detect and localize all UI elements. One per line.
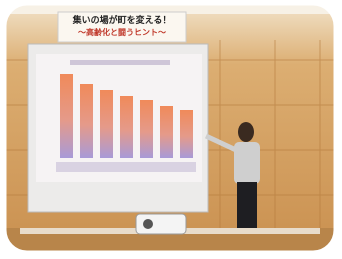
scene: 集いの場が町を変える！ ～高齢化と闘うヒント～ [0,0,342,259]
page: 集いの場が町を変える！ ～高齢化と闘うヒント～ (() => { con [0,0,342,259]
projector-lens [143,219,153,229]
photo: 集いの場が町を変える！ ～高齢化と闘うヒント～ [0,0,342,259]
slide-axis-labels [56,162,196,172]
banner-title: 集いの場が町を変える！ [72,14,172,26]
slide-heading [70,60,170,65]
banner-subtitle: ～高齢化と闘うヒント～ [78,27,166,37]
